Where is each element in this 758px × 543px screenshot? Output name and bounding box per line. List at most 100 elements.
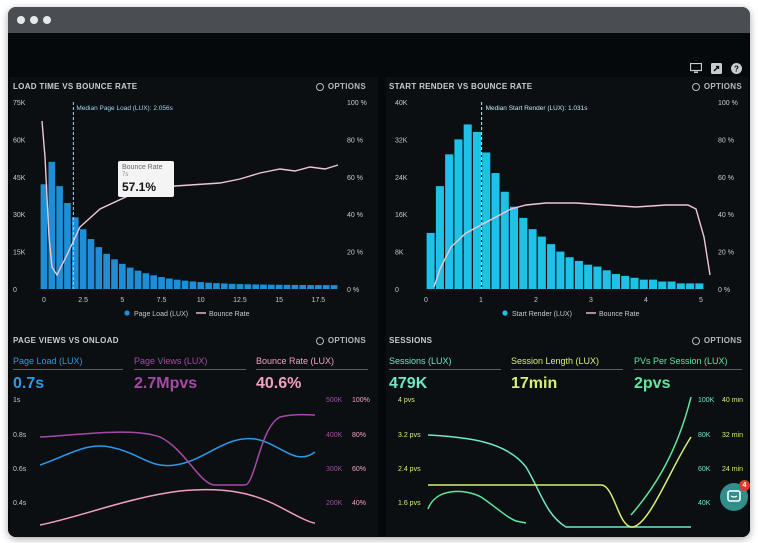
x-tick-label: 2: [534, 297, 538, 304]
histogram-bar: [500, 191, 509, 289]
y2-tick-label: 400K: [326, 432, 343, 439]
y-tick-label: 32K: [395, 137, 408, 144]
histogram-bar: [463, 124, 472, 289]
page-views-line: [39, 413, 316, 486]
page-load-line: [39, 437, 316, 467]
y2-tick-label: 20 %: [347, 250, 363, 257]
y3-tick-label: 60%: [352, 466, 366, 473]
histogram-bar: [166, 278, 173, 289]
window-dot[interactable]: [17, 16, 25, 24]
page-views-chart: 1s 0.8s 0.6s 0.4s 500K 400K 300K 200K 100% 80% 60%…: [13, 397, 370, 526]
chat-icon: [727, 490, 741, 502]
options-button[interactable]: OPTIONS: [315, 82, 366, 91]
x-tick-label: 0: [42, 297, 46, 304]
histogram-bar: [322, 285, 330, 289]
y2-tick-label: 0 %: [718, 287, 730, 294]
histogram-bar: [87, 239, 95, 289]
y3-tick-label: 100%: [352, 397, 370, 404]
histogram-bar: [189, 281, 197, 289]
y-tick-label: 4 pvs: [398, 397, 415, 404]
divider: [256, 369, 368, 370]
tooltip-value: 57.1%: [122, 180, 157, 194]
histogram-bar: [126, 267, 134, 289]
gear-icon: [315, 336, 324, 345]
y2-tick-label: 40 %: [347, 212, 363, 219]
y3-tick-label: 80%: [352, 432, 366, 439]
histogram-bar: [556, 251, 565, 289]
median-label: Median Start Render (LUX): 1.031s: [486, 105, 589, 112]
y-tick-label: 2.4 pvs: [398, 466, 421, 473]
metric-value: 479K: [389, 375, 428, 392]
histogram-bar: [445, 154, 454, 289]
y-tick-label: 1.6 pvs: [398, 500, 421, 507]
y2-tick-label: 20 %: [718, 250, 734, 257]
chat-button[interactable]: 4: [720, 480, 750, 511]
options-button[interactable]: OPTIONS: [691, 82, 742, 91]
metric-label: Bounce Rate (LUX): [256, 356, 335, 366]
histogram-bar: [103, 253, 110, 289]
session-length-line: [428, 436, 692, 528]
legend-label: Page Load (LUX): [134, 311, 188, 318]
y2-tick-label: 60 %: [347, 175, 363, 182]
gear-icon: [691, 336, 700, 345]
y-tick-label: 1s: [13, 397, 21, 404]
panel-title: START RENDER VS BOUNCE RATE: [389, 82, 533, 91]
histogram-bar: [260, 284, 267, 289]
y-tick-label: 30K: [13, 212, 26, 219]
y-tick-label: 75K: [13, 100, 26, 107]
options-label: OPTIONS: [327, 336, 366, 345]
histogram-bar: [584, 264, 593, 289]
y2-tick-label: 300K: [326, 466, 343, 473]
histogram-bar: [220, 283, 228, 289]
histogram-bar: [537, 236, 546, 289]
y-tick-label: 0: [395, 287, 399, 294]
histogram-bar: [48, 161, 56, 289]
y-tick-label: 3.2 pvs: [398, 432, 421, 439]
monitor-icon[interactable]: [690, 63, 702, 74]
histogram-bar: [181, 280, 189, 289]
histogram-bar: [213, 283, 220, 289]
sessions-line: [427, 434, 691, 528]
y2-tick-label: 40 %: [718, 212, 734, 219]
gear-icon: [315, 82, 324, 91]
histogram-bar: [574, 260, 583, 289]
y-tick-label: 60K: [13, 137, 26, 144]
metric-label: PVs Per Session (LUX): [634, 356, 728, 366]
histogram-bar: [142, 273, 150, 289]
divider: [13, 369, 123, 370]
histogram-bar: [676, 283, 685, 289]
x-tick-label: 0: [424, 297, 428, 304]
y2-tick-label: 80 %: [347, 137, 363, 144]
histogram-bar: [268, 284, 275, 289]
window-dot[interactable]: [43, 16, 51, 24]
tooltip-label: Bounce Rate: [122, 164, 163, 171]
histogram-bar: [482, 152, 491, 289]
legend-label: Start Render (LUX): [512, 311, 572, 318]
help-icon[interactable]: ?: [730, 63, 742, 74]
share-icon[interactable]: [710, 63, 722, 74]
panel-title: LOAD TIME VS BOUNCE RATE: [13, 82, 138, 91]
histogram-bar: [197, 282, 205, 289]
y2-tick-label: 60 %: [718, 175, 734, 182]
histogram-bar: [56, 186, 63, 289]
histogram-bar: [134, 270, 142, 289]
options-button[interactable]: OPTIONS: [315, 336, 366, 345]
histogram-bar: [454, 139, 463, 289]
options-button[interactable]: OPTIONS: [691, 336, 742, 345]
y2-tick-label: 100K: [698, 397, 715, 404]
histogram-bar: [602, 270, 611, 289]
histogram-bar: [244, 284, 252, 289]
metric-value: 2.7Mpvs: [134, 375, 198, 392]
bounce-rate-line: [433, 202, 711, 288]
histogram-bar: [491, 173, 500, 289]
window-dot[interactable]: [30, 16, 38, 24]
legend-swatch: [502, 310, 508, 316]
options-label: OPTIONS: [703, 82, 742, 91]
bounce-rate-line: [39, 488, 316, 526]
histogram-bar: [283, 284, 291, 289]
histogram-bar: [71, 217, 79, 289]
y-tick-label: 15K: [13, 250, 26, 257]
y-tick-label: 45K: [13, 175, 26, 182]
legend-label: Bounce Rate: [209, 311, 250, 318]
tooltip: Bounce Rate 7s 57.1%: [118, 161, 174, 197]
